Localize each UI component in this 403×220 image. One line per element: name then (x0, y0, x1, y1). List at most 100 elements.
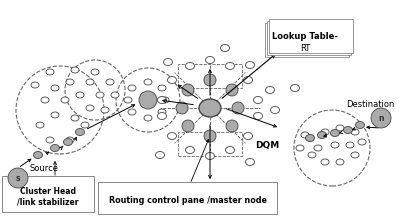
Ellipse shape (101, 107, 109, 113)
Ellipse shape (351, 129, 359, 135)
Ellipse shape (124, 97, 132, 103)
Circle shape (8, 168, 28, 188)
Ellipse shape (199, 99, 221, 117)
Ellipse shape (336, 159, 344, 165)
Ellipse shape (86, 105, 94, 111)
Ellipse shape (185, 147, 195, 154)
Ellipse shape (266, 86, 274, 94)
Ellipse shape (106, 79, 114, 85)
FancyBboxPatch shape (269, 19, 353, 53)
Ellipse shape (61, 97, 69, 103)
Ellipse shape (36, 122, 44, 128)
Ellipse shape (156, 152, 164, 158)
Ellipse shape (96, 92, 104, 98)
Ellipse shape (66, 137, 74, 143)
Ellipse shape (50, 145, 60, 152)
Ellipse shape (226, 62, 235, 70)
Circle shape (176, 102, 188, 114)
Ellipse shape (355, 121, 364, 128)
Ellipse shape (270, 106, 280, 114)
Ellipse shape (158, 85, 166, 91)
Ellipse shape (206, 57, 214, 64)
Circle shape (204, 130, 216, 142)
Text: Source: Source (30, 163, 59, 172)
Circle shape (232, 102, 244, 114)
Ellipse shape (358, 139, 366, 145)
Ellipse shape (301, 132, 309, 138)
Text: Lookup Table-: Lookup Table- (272, 31, 338, 40)
Ellipse shape (41, 97, 49, 103)
Ellipse shape (144, 79, 152, 85)
Ellipse shape (220, 44, 229, 51)
Ellipse shape (305, 134, 314, 141)
Text: RT: RT (300, 44, 310, 53)
Ellipse shape (46, 137, 54, 143)
Ellipse shape (158, 112, 166, 119)
Circle shape (182, 84, 194, 96)
FancyBboxPatch shape (98, 182, 277, 214)
Ellipse shape (330, 130, 339, 136)
Ellipse shape (128, 109, 136, 115)
Ellipse shape (243, 77, 253, 84)
Text: n: n (378, 114, 384, 123)
Ellipse shape (51, 112, 59, 118)
Ellipse shape (31, 82, 39, 88)
Circle shape (182, 120, 194, 132)
Ellipse shape (351, 152, 359, 158)
Ellipse shape (253, 97, 262, 103)
Text: Routing control pane /master node: Routing control pane /master node (109, 196, 267, 205)
FancyBboxPatch shape (2, 176, 94, 212)
Ellipse shape (86, 79, 94, 85)
Ellipse shape (346, 142, 354, 148)
Text: DQM: DQM (255, 141, 279, 150)
Ellipse shape (226, 147, 235, 154)
Ellipse shape (321, 129, 329, 135)
Ellipse shape (34, 152, 42, 158)
Ellipse shape (253, 112, 262, 119)
Ellipse shape (318, 132, 326, 139)
Circle shape (226, 120, 238, 132)
Ellipse shape (75, 128, 85, 136)
Ellipse shape (33, 152, 42, 158)
Ellipse shape (291, 84, 299, 92)
Ellipse shape (158, 97, 166, 103)
Ellipse shape (245, 62, 255, 68)
Ellipse shape (164, 59, 172, 66)
Ellipse shape (296, 145, 304, 151)
Ellipse shape (243, 132, 253, 139)
Circle shape (226, 84, 238, 96)
Ellipse shape (64, 139, 73, 145)
Ellipse shape (245, 158, 255, 165)
Ellipse shape (91, 69, 99, 75)
Ellipse shape (66, 79, 74, 85)
Text: Cluster Head
/link stabilizer: Cluster Head /link stabilizer (17, 187, 79, 207)
Ellipse shape (314, 145, 322, 151)
Ellipse shape (71, 115, 79, 121)
Ellipse shape (51, 85, 59, 91)
FancyBboxPatch shape (265, 23, 349, 57)
Ellipse shape (185, 62, 195, 70)
Ellipse shape (336, 125, 344, 131)
Ellipse shape (168, 77, 177, 84)
Ellipse shape (343, 126, 353, 134)
Ellipse shape (144, 115, 152, 121)
Circle shape (139, 91, 157, 109)
Text: s: s (16, 174, 20, 183)
Ellipse shape (81, 122, 89, 128)
Ellipse shape (321, 159, 329, 165)
Circle shape (371, 108, 391, 128)
Ellipse shape (158, 109, 166, 115)
FancyBboxPatch shape (267, 21, 351, 55)
Ellipse shape (168, 132, 177, 139)
Ellipse shape (161, 97, 169, 103)
Ellipse shape (46, 69, 54, 75)
Ellipse shape (128, 85, 136, 91)
Circle shape (204, 74, 216, 86)
Ellipse shape (308, 152, 316, 158)
Text: Destination: Destination (346, 99, 394, 108)
Ellipse shape (71, 67, 79, 73)
Ellipse shape (306, 135, 314, 141)
Ellipse shape (206, 152, 214, 160)
Ellipse shape (331, 142, 339, 148)
Ellipse shape (76, 92, 84, 98)
